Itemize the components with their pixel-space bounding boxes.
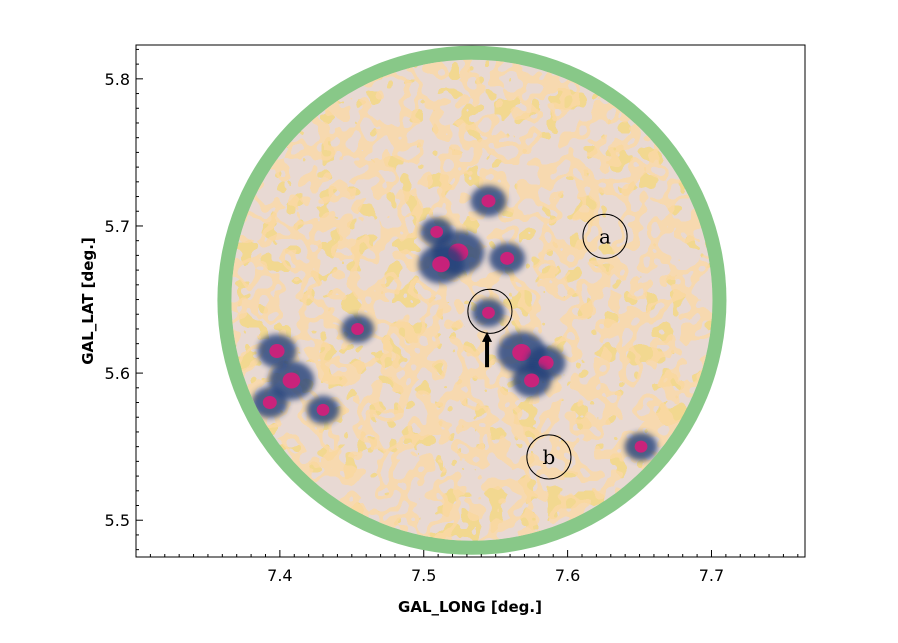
emission-peak bbox=[306, 395, 340, 425]
peak-core bbox=[481, 194, 496, 208]
emission-peak bbox=[251, 387, 288, 419]
region-circle-a bbox=[582, 213, 628, 259]
y-axis-label: GAL_LAT [deg.] bbox=[79, 237, 97, 365]
emission-peak bbox=[470, 185, 507, 217]
emission-peak bbox=[512, 363, 552, 398]
region-label-a: a bbox=[599, 224, 611, 248]
x-tick-label: 7.5 bbox=[411, 566, 436, 585]
region-circle-b bbox=[526, 434, 572, 480]
emission-peak bbox=[472, 298, 505, 327]
region-label-b: b bbox=[543, 445, 556, 469]
peak-core bbox=[430, 225, 444, 238]
mid-intensity-texture bbox=[231, 59, 713, 541]
x-tick-label: 7.7 bbox=[699, 566, 724, 585]
y-tick-label: 5.6 bbox=[105, 364, 130, 383]
source-circle bbox=[467, 288, 513, 334]
peak-core bbox=[316, 403, 330, 416]
emission-peaks bbox=[251, 185, 658, 461]
peak-core bbox=[351, 322, 364, 335]
peak-core bbox=[262, 396, 277, 410]
peak-core bbox=[282, 372, 301, 389]
emission-peak bbox=[420, 217, 454, 247]
pointer-arrow-head bbox=[482, 331, 493, 342]
x-tick-label: 7.6 bbox=[555, 566, 580, 585]
peak-core bbox=[432, 256, 450, 273]
y-tick-label: 5.5 bbox=[105, 511, 130, 530]
intensity-map bbox=[217, 45, 727, 555]
peak-core bbox=[500, 251, 515, 265]
emission-peak bbox=[624, 432, 658, 461]
y-tick-label: 5.7 bbox=[105, 217, 130, 236]
peak-core bbox=[634, 440, 648, 453]
emission-peak bbox=[341, 314, 374, 344]
peak-core bbox=[524, 373, 540, 388]
emission-peak bbox=[257, 334, 297, 368]
x-axis-label: GAL_LONG [deg.] bbox=[398, 598, 542, 616]
x-axis: 7.4 7.5 7.6 7.7 bbox=[135, 550, 799, 585]
y-axis: 5.5 5.6 5.7 5.8 bbox=[105, 48, 143, 551]
annotations: ab bbox=[467, 213, 628, 480]
y-tick-label: 5.8 bbox=[105, 70, 130, 89]
emission-peak bbox=[418, 244, 464, 284]
peak-core bbox=[482, 306, 495, 319]
x-tick-label: 7.4 bbox=[267, 566, 292, 585]
peak-core bbox=[512, 343, 531, 361]
peak-core bbox=[538, 355, 554, 370]
emission-peak bbox=[489, 242, 526, 274]
peak-core bbox=[269, 344, 285, 359]
